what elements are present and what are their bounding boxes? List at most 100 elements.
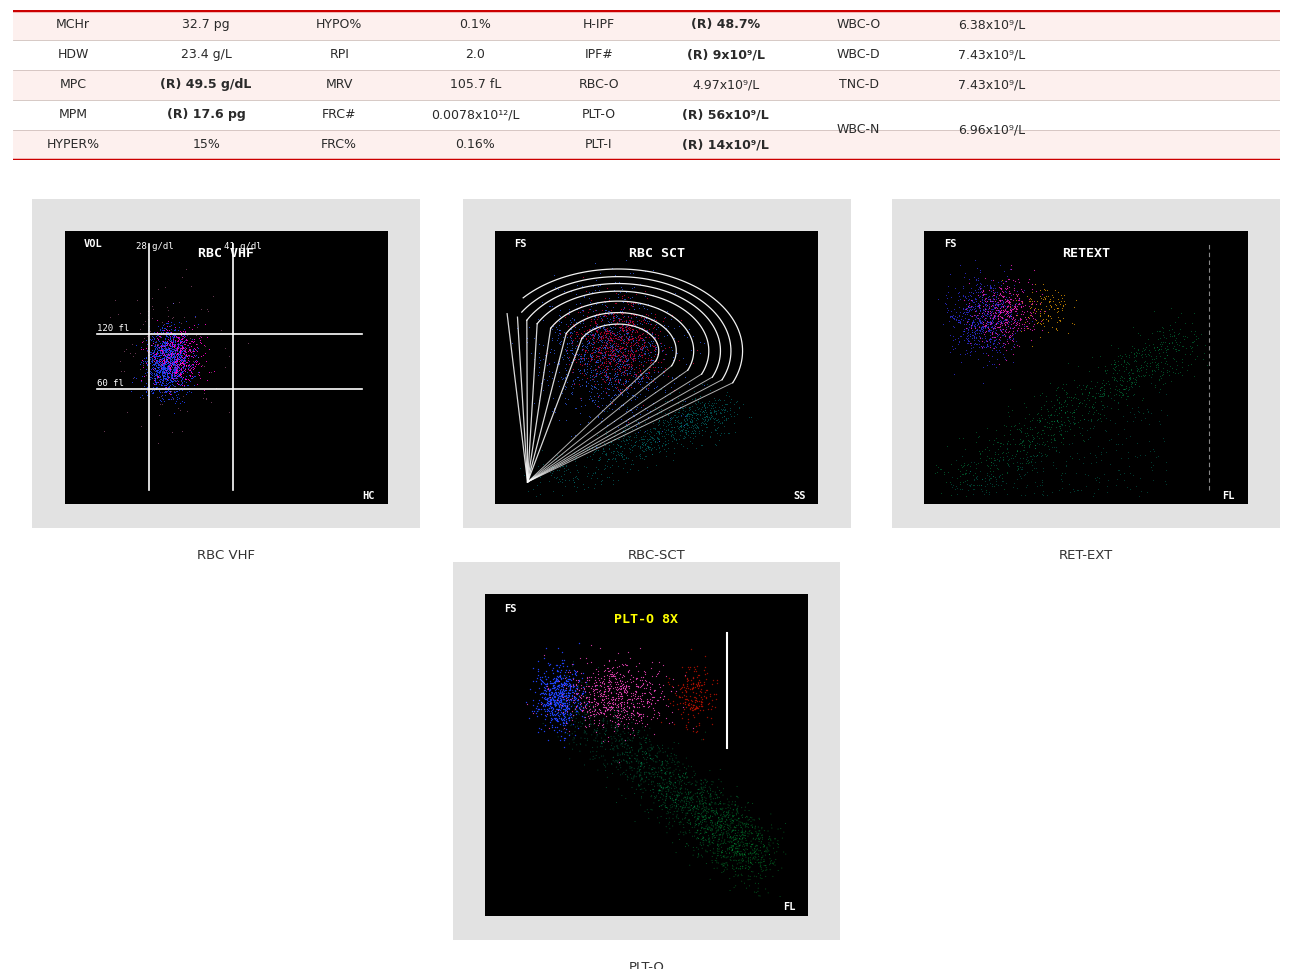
Point	[592, 302, 613, 318]
Point	[608, 371, 628, 387]
Point	[614, 680, 635, 696]
Point	[987, 295, 1007, 310]
Point	[1051, 418, 1072, 433]
Point	[550, 689, 570, 704]
Point	[987, 434, 1007, 450]
Point	[672, 805, 693, 821]
Point	[635, 351, 656, 366]
Point	[606, 718, 627, 734]
Point	[522, 468, 543, 484]
Point	[592, 384, 613, 399]
Point	[972, 472, 993, 487]
Point	[687, 811, 707, 827]
Point	[542, 403, 562, 419]
Point	[985, 472, 1006, 487]
Point	[1159, 335, 1179, 351]
Point	[1062, 397, 1082, 413]
Point	[613, 428, 634, 444]
Point	[692, 377, 712, 392]
Point	[635, 449, 656, 464]
Point	[625, 335, 645, 351]
Point	[729, 846, 750, 861]
Point	[661, 422, 681, 437]
Point	[160, 366, 181, 382]
Point	[658, 436, 679, 452]
Point	[679, 823, 700, 838]
Point	[976, 310, 997, 326]
Point	[1096, 410, 1117, 425]
Point	[992, 293, 1012, 308]
Point	[630, 730, 650, 745]
Point	[957, 304, 978, 320]
Point	[1094, 407, 1115, 422]
Point	[548, 669, 569, 684]
Point	[684, 422, 705, 438]
Point	[550, 669, 570, 684]
Point	[1024, 321, 1045, 336]
Point	[632, 339, 653, 355]
Point	[640, 429, 661, 445]
Point	[650, 761, 671, 776]
Point	[944, 365, 965, 381]
Point	[609, 385, 630, 400]
Point	[676, 805, 697, 821]
Point	[588, 388, 609, 403]
Point	[1164, 328, 1184, 343]
Point	[153, 391, 173, 407]
Point	[685, 423, 706, 439]
Point	[684, 828, 705, 844]
Point	[583, 389, 604, 404]
Point	[551, 728, 572, 743]
Point	[164, 352, 185, 367]
Point	[615, 711, 636, 727]
Point	[958, 323, 979, 338]
Point	[678, 789, 698, 804]
Point	[750, 823, 771, 838]
Point	[644, 353, 665, 368]
Point	[723, 838, 743, 854]
Point	[1029, 288, 1050, 303]
Point	[150, 338, 171, 354]
Point	[1103, 365, 1124, 381]
Point	[751, 871, 772, 887]
Point	[535, 686, 556, 702]
Point	[559, 335, 579, 351]
Point	[701, 424, 721, 440]
Point	[646, 776, 667, 792]
Point	[711, 410, 732, 425]
Point	[718, 804, 738, 820]
Point	[562, 707, 583, 723]
Point	[578, 335, 599, 351]
Point	[670, 423, 690, 439]
Point	[596, 356, 617, 371]
Point	[980, 319, 1001, 334]
Point	[539, 698, 560, 713]
Point	[683, 425, 703, 441]
Point	[583, 334, 604, 350]
Point	[158, 373, 178, 389]
Point	[984, 307, 1005, 323]
Point	[593, 347, 614, 362]
Point	[534, 691, 555, 706]
Point	[1015, 486, 1036, 502]
Point	[670, 831, 690, 847]
Point	[635, 264, 656, 279]
Point	[600, 352, 621, 367]
Point	[1183, 368, 1204, 384]
Point	[1014, 321, 1034, 336]
Point	[979, 484, 999, 500]
Point	[164, 355, 185, 370]
Point	[544, 698, 565, 713]
Point	[548, 705, 569, 721]
Point	[555, 718, 575, 734]
Point	[159, 365, 180, 381]
Point	[184, 331, 204, 347]
Point	[619, 338, 640, 354]
Point	[169, 364, 190, 380]
Point	[1096, 398, 1117, 414]
Point	[592, 309, 613, 325]
Point	[994, 300, 1015, 316]
Point	[644, 789, 665, 804]
Point	[747, 828, 768, 844]
Point	[169, 377, 190, 392]
